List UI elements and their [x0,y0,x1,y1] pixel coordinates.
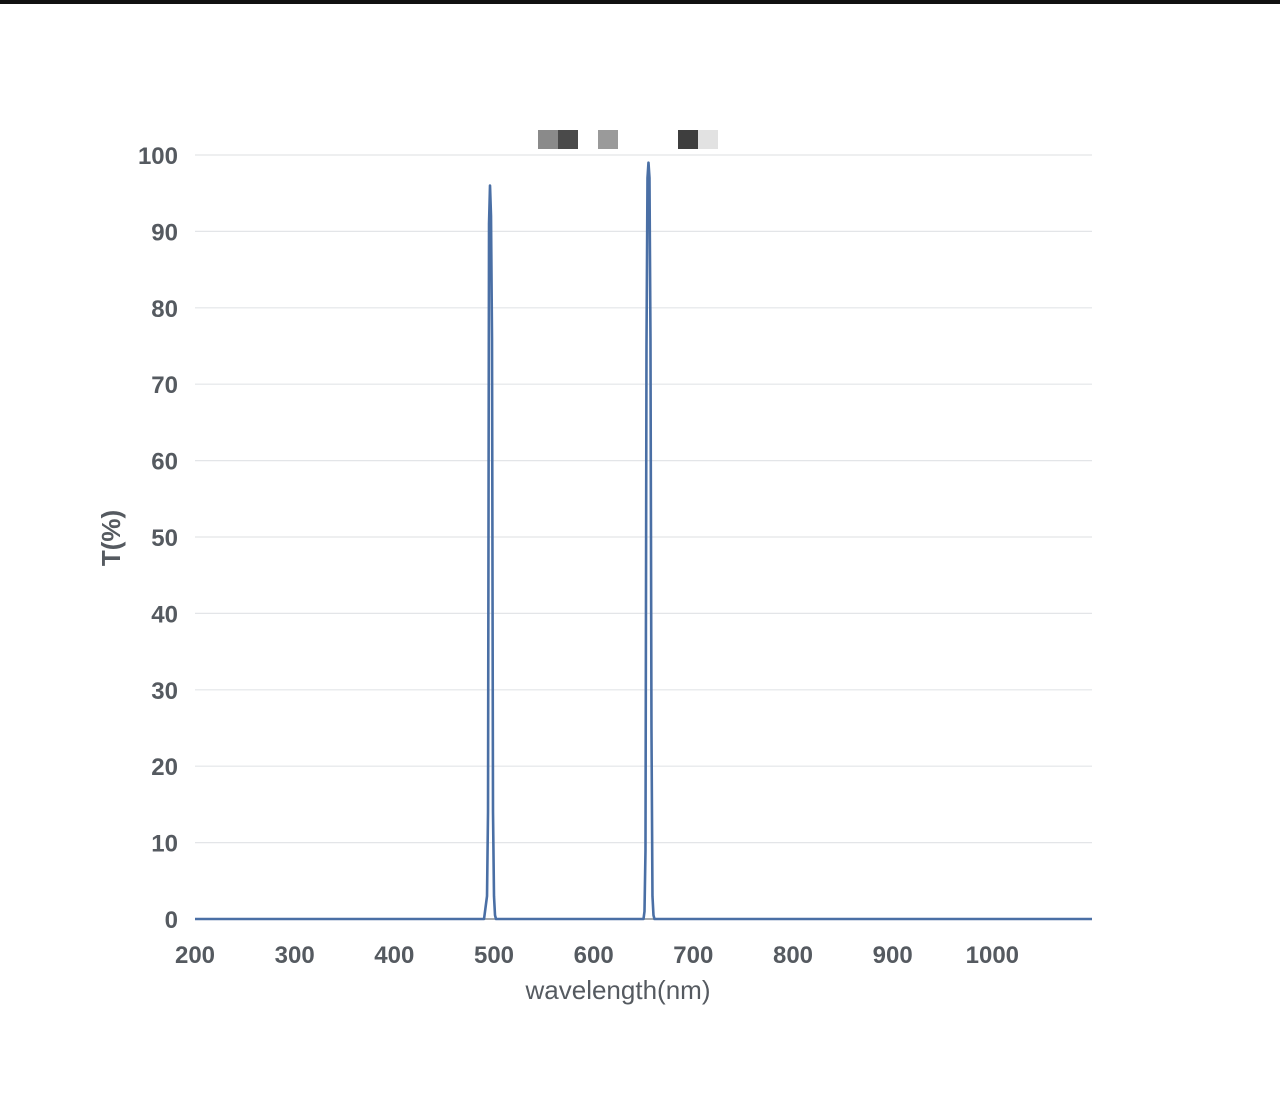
y-tick-label: 0 [165,907,178,934]
y-tick-label: 40 [151,601,178,628]
legend-swatch [598,130,618,149]
y-tick-label: 10 [151,831,178,858]
y-tick-label: 60 [151,449,178,476]
x-tick-label: 400 [374,942,414,969]
legend-swatch [538,130,558,149]
x-tick-label: 700 [673,942,713,969]
y-tick-label: 30 [151,678,178,705]
legend [538,130,718,149]
legend-swatch [558,130,578,149]
x-tick-label: 900 [873,942,913,969]
x-tick-label: 1000 [966,942,1019,969]
top-border [0,0,1280,4]
x-tick-label: 200 [175,942,215,969]
grid-lines [195,154,1092,920]
legend-swatch [698,130,718,149]
x-axis-title: wavelength(nm) [525,975,711,1005]
series-lines [195,161,1092,921]
x-tick-label: 500 [474,942,514,969]
y-tick-labels: 0 10 20 30 40 50 60 70 80 90 100 [138,143,178,934]
y-tick-label: 100 [138,143,178,170]
y-tick-label: 70 [151,372,178,399]
x-tick-label: 800 [773,942,813,969]
y-axis-title: T(%) [96,510,126,566]
y-tick-label: 20 [151,754,178,781]
y-tick-label: 50 [151,525,178,552]
x-tick-label: 300 [275,942,315,969]
y-tick-label: 80 [151,296,178,323]
x-tick-labels: 200 300 400 500 600 700 800 900 1000 [175,942,1019,969]
series-line [195,161,1092,921]
y-tick-label: 90 [151,219,178,246]
x-tick-label: 600 [574,942,614,969]
legend-swatch [678,130,698,149]
